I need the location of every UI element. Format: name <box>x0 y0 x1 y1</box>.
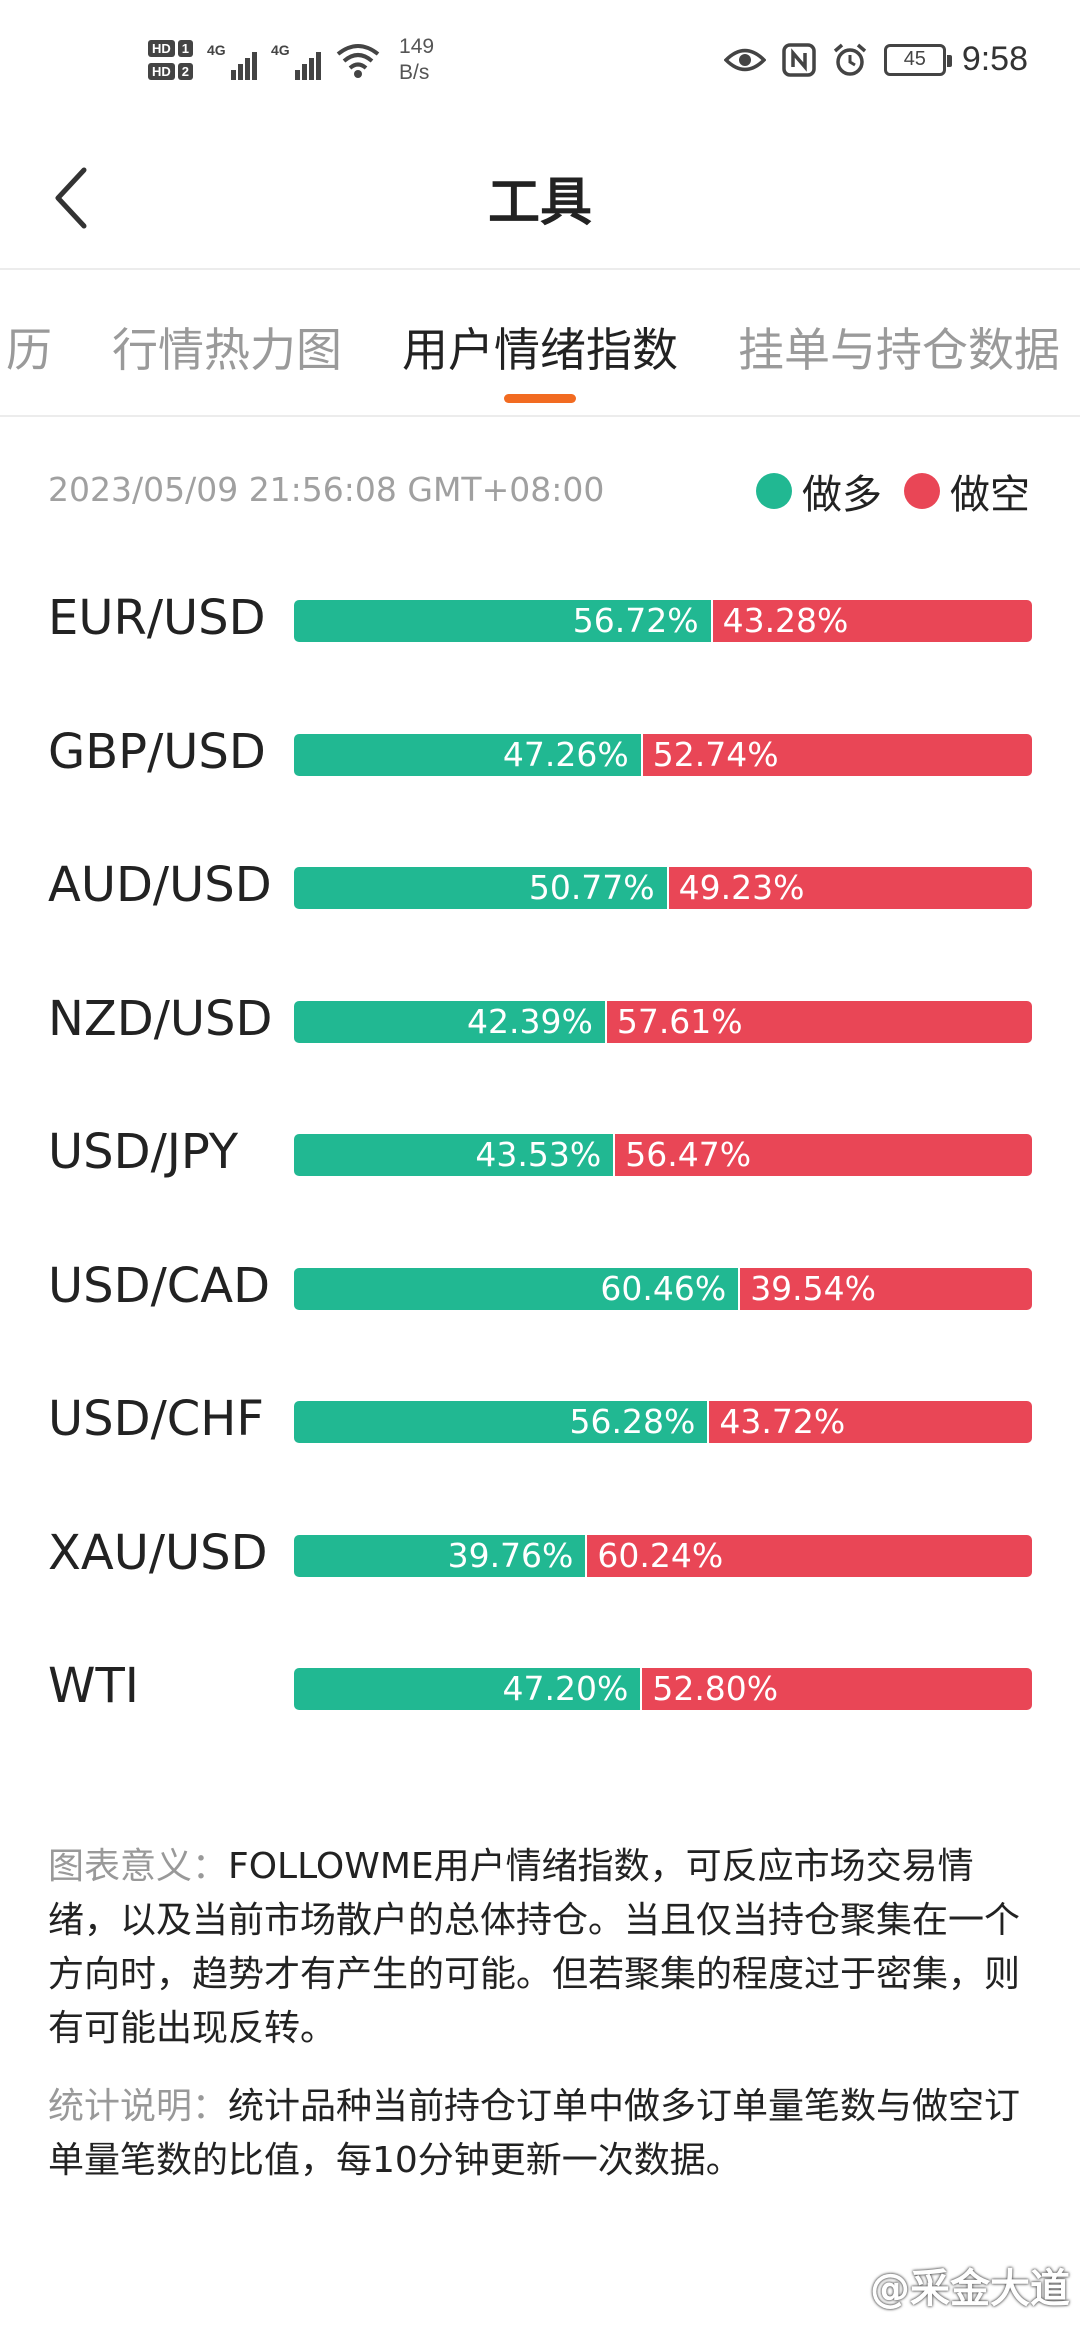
sentiment-bar: 60.46% 39.54% <box>294 1267 1032 1310</box>
legend-short-dot <box>904 473 940 509</box>
battery-icon: 45 <box>883 43 952 76</box>
meaning-text: FOLLOWME用户情绪指数，可反应市场交易情绪，以及当前市场散户的总体持仓。当… <box>48 1846 1021 2049</box>
sentiment-row: USD/JPY 43.53% 56.47% <box>0 1100 1080 1234</box>
tab-market-heatmap[interactable]: 行情热力图 <box>112 323 342 377</box>
short-bar-segment: 60.24% <box>587 1534 1032 1577</box>
sentiment-row: AUD/USD 50.77% 49.23% <box>0 833 1080 967</box>
eye-icon <box>723 48 766 71</box>
long-bar-segment: 43.53% <box>294 1134 616 1176</box>
timestamp: 2023/05/09 21:56:08 GMT+08:00 <box>48 470 605 509</box>
page-title: 工具 <box>487 173 592 233</box>
status-left: HD 1 HD 2 4G 4G 149 B/s <box>148 34 434 86</box>
clock: 9:58 <box>961 40 1028 78</box>
title-bar: 工具 <box>0 130 1080 270</box>
alarm-icon <box>833 43 866 76</box>
pair-label: WTI <box>48 1658 139 1714</box>
tab-calendar[interactable]: 历 <box>6 323 52 377</box>
hd-indicators: HD 1 HD 2 <box>148 40 194 80</box>
pair-label: GBP/USD <box>48 723 266 780</box>
long-bar-segment: 47.20% <box>294 1668 643 1710</box>
hd2-indicator: HD 2 <box>148 63 194 80</box>
sentiment-row: USD/CHF 56.28% 43.72% <box>0 1367 1080 1501</box>
hd1-indicator: HD 1 <box>148 40 194 57</box>
sentiment-row: NZD/USD 42.39% 57.61% <box>0 967 1080 1101</box>
sentiment-bar: 50.77% 49.23% <box>294 867 1032 909</box>
tab-orders-positions[interactable]: 挂单与持仓数据 <box>738 323 1060 377</box>
sentiment-list: EUR/USD 56.72% 43.28% GBP/USD 47.26% 52.74% AU… <box>0 566 1080 1768</box>
sentiment-bar: 39.76% 60.24% <box>294 1534 1032 1577</box>
sentiment-bar: 43.53% 56.47% <box>294 1134 1032 1176</box>
hd2-label: HD <box>148 63 175 80</box>
sentiment-row: XAU/USD 39.76% 60.24% <box>0 1501 1080 1635</box>
pair-label: XAU/USD <box>48 1524 268 1581</box>
hd1-number: 1 <box>177 40 194 57</box>
sentiment-row: EUR/USD 56.72% 43.28% <box>0 566 1080 700</box>
long-bar-segment: 56.28% <box>294 1401 710 1443</box>
stats-label: 统计说明： <box>48 2086 229 2127</box>
notes: 图表意义：FOLLOWME用户情绪指数，可反应市场交易情绪，以及当前市场散户的总… <box>48 1840 1032 2212</box>
hd2-number: 2 <box>177 63 194 80</box>
sentiment-row: USD/CAD 60.46% 39.54% <box>0 1234 1080 1368</box>
short-bar-segment: 56.47% <box>615 1134 1032 1176</box>
long-bar-segment: 56.72% <box>294 600 713 642</box>
pair-label: EUR/USD <box>48 590 266 646</box>
signal-icon-sim1: 4G <box>207 40 258 80</box>
short-bar-segment: 39.54% <box>740 1267 1032 1310</box>
long-bar-segment: 50.77% <box>294 867 669 909</box>
pair-label: AUD/USD <box>48 857 272 913</box>
short-bar-segment: 57.61% <box>606 1000 1032 1043</box>
sentiment-bar: 56.28% 43.72% <box>294 1401 1032 1443</box>
meaning-note: 图表意义：FOLLOWME用户情绪指数，可反应市场交易情绪，以及当前市场散户的总… <box>48 1840 1032 2056</box>
sentiment-bar: 47.20% 52.80% <box>294 1668 1032 1710</box>
hd1-label: HD <box>148 40 175 57</box>
sentiment-row: GBP/USD 47.26% 52.74% <box>0 700 1080 834</box>
short-bar-segment: 52.80% <box>642 1668 1032 1710</box>
net-speed: 149 B/s <box>399 34 434 86</box>
status-bar: HD 1 HD 2 4G 4G 149 B/s <box>0 0 1080 130</box>
long-bar-segment: 42.39% <box>294 1000 607 1043</box>
long-bar-segment: 47.26% <box>294 733 643 776</box>
pair-label: USD/CHF <box>48 1391 264 1447</box>
net-speed-value: 149 <box>399 35 435 58</box>
sentiment-bar: 47.26% 52.74% <box>294 733 1032 776</box>
nfc-icon <box>782 42 816 77</box>
legend-long: 做多 <box>756 462 882 520</box>
long-bar-segment: 39.76% <box>294 1534 588 1577</box>
short-bar-segment: 43.72% <box>709 1401 1032 1443</box>
sentiment-bar: 42.39% 57.61% <box>294 1000 1032 1043</box>
long-bar-segment: 60.46% <box>294 1267 741 1310</box>
status-right: 45 9:58 <box>723 40 1028 79</box>
back-arrow-icon[interactable] <box>48 160 108 240</box>
legend-short-label: 做空 <box>950 472 1030 518</box>
meaning-label: 图表意义： <box>48 1846 229 1887</box>
net-type-sim1: 4G <box>207 42 226 58</box>
pair-label: USD/CAD <box>48 1257 271 1314</box>
legend-long-dot <box>756 473 792 509</box>
stats-note: 统计说明：统计品种当前持仓订单中做多订单量笔数与做空订单量笔数的比值，每10分钟… <box>48 2080 1032 2188</box>
tab-bar: 历 行情热力图 用户情绪指数 挂单与持仓数据 <box>0 272 1080 417</box>
stats-text: 统计品种当前持仓订单中做多订单量笔数与做空订单量笔数的比值，每10分钟更新一次数… <box>48 2086 1021 2181</box>
short-bar-segment: 52.74% <box>642 733 1032 776</box>
net-speed-unit: B/s <box>399 61 430 84</box>
signal-icon-sim2: 4G <box>271 40 322 80</box>
sentiment-bar: 56.72% 43.28% <box>294 600 1032 642</box>
net-type-sim2: 4G <box>271 42 290 58</box>
watermark: @采金大道 <box>870 2266 1070 2312</box>
tab-user-sentiment[interactable]: 用户情绪指数 <box>402 323 678 377</box>
short-bar-segment: 43.28% <box>712 600 1032 642</box>
pair-label: NZD/USD <box>48 990 273 1047</box>
pair-label: USD/JPY <box>48 1124 239 1180</box>
short-bar-segment: 49.23% <box>668 867 1032 909</box>
wifi-icon <box>336 44 380 78</box>
active-tab-indicator <box>504 394 576 403</box>
legend-short: 做空 <box>904 462 1030 520</box>
legend-long-label: 做多 <box>802 472 882 518</box>
legend: 做多 做空 <box>756 462 1030 520</box>
sentiment-row: WTI 47.20% 52.80% <box>0 1634 1080 1768</box>
